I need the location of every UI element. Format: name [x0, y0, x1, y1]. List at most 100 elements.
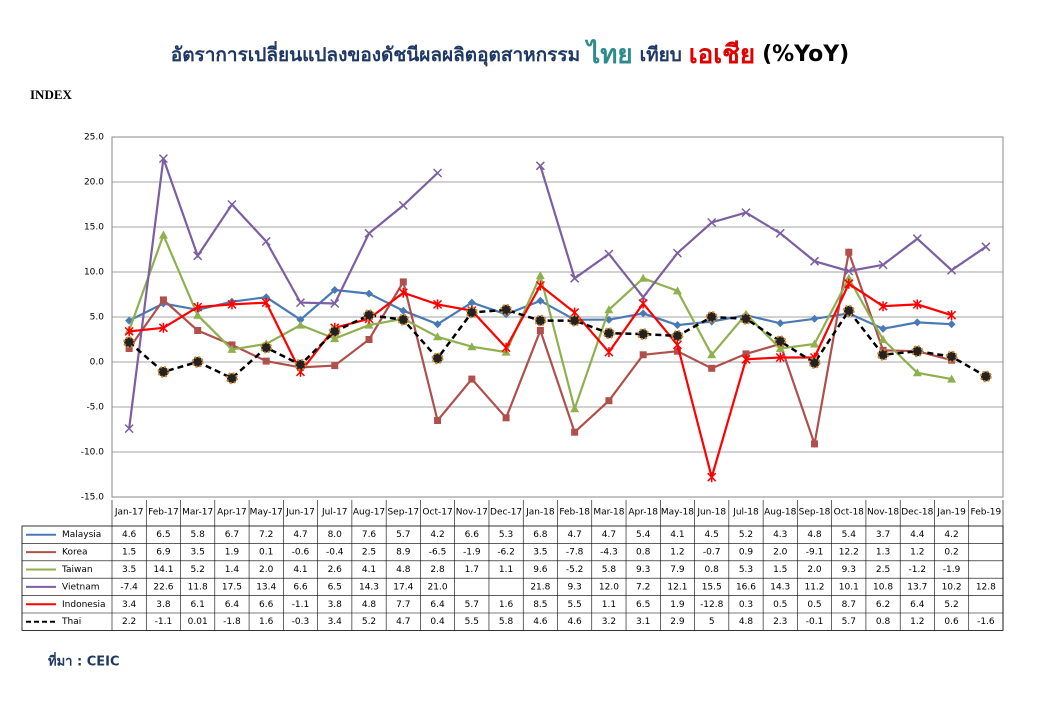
- marker: [330, 334, 340, 343]
- table-cell: 5.7: [396, 530, 410, 540]
- table-cell: 7.2: [636, 582, 650, 592]
- table-cell: 5.7: [465, 600, 479, 610]
- table-cell: 5.4: [842, 530, 857, 540]
- legend-label: Taiwan: [61, 565, 93, 575]
- table-cell: 0.6: [944, 617, 959, 627]
- x-tick-label: Nov-17: [456, 508, 488, 518]
- x-tick-label: Dec-18: [901, 508, 933, 518]
- table-cell: 5.5: [465, 617, 479, 627]
- table-cell: 10.1: [839, 582, 859, 592]
- table-cell: 2.3: [773, 617, 787, 627]
- table-cell: 0.4: [430, 617, 445, 627]
- marker: [124, 424, 134, 434]
- marker: [158, 322, 168, 333]
- table-cell: 5.8: [499, 617, 514, 627]
- table-cell: 9.6: [533, 565, 548, 575]
- table-cell: 2.2: [122, 617, 136, 627]
- marker: [844, 266, 854, 276]
- marker: [775, 344, 785, 352]
- table-cell: 4.7: [293, 530, 307, 540]
- marker: [399, 278, 407, 286]
- table-cell: 0.9: [739, 548, 754, 558]
- marker: [879, 324, 888, 333]
- marker: [363, 309, 376, 322]
- table-cell: 4.3: [773, 530, 787, 540]
- marker: [877, 348, 890, 361]
- table-cell: 0.3: [739, 600, 753, 610]
- marker: [639, 309, 648, 318]
- table-cell: 1.7: [465, 565, 479, 575]
- marker: [364, 320, 374, 329]
- table-cell: 7.2: [259, 530, 273, 540]
- table-cell: 2.6: [328, 565, 343, 575]
- legend-label: Vietnam: [62, 582, 100, 592]
- marker: [947, 320, 956, 329]
- table-cell: -7.8: [566, 548, 584, 558]
- title-part: อัตราการเปลี่ยนแปลงของดัชนีผลผลิตอุตสาหก…: [171, 41, 580, 67]
- table-cell: 3.4: [122, 600, 137, 610]
- y-tick-label: -15.0: [81, 493, 105, 503]
- table-cell: 5: [709, 617, 715, 627]
- table-cell: 0.5: [807, 600, 821, 610]
- marker: [500, 303, 513, 316]
- x-tick-label: Mar-18: [593, 508, 624, 518]
- y-tick-label: 15.0: [84, 223, 104, 233]
- table-cell: 5.3: [499, 530, 513, 540]
- marker: [912, 299, 922, 310]
- marker: [638, 298, 648, 309]
- marker: [604, 305, 614, 314]
- marker: [296, 315, 305, 324]
- table-cell: 9.3: [636, 565, 650, 575]
- table-cell: 1.1: [602, 600, 616, 610]
- marker: [535, 280, 545, 291]
- table-cell: 7.7: [396, 600, 410, 610]
- table-cell: -1.1: [292, 600, 310, 610]
- marker: [811, 440, 819, 448]
- title-part: ไทย: [584, 38, 632, 70]
- marker: [739, 312, 752, 325]
- marker: [570, 404, 580, 413]
- table-cell: 14.3: [770, 582, 790, 592]
- table-cell: 5.2: [739, 530, 753, 540]
- marker: [844, 278, 854, 289]
- table-cell: 5.2: [362, 617, 376, 627]
- table-cell: 6.7: [225, 530, 239, 540]
- marker: [842, 304, 855, 317]
- table-cell: 3.1: [636, 617, 650, 627]
- x-tick-label: Jan-19: [936, 508, 966, 518]
- marker: [638, 273, 648, 282]
- table-cell: -0.1: [806, 617, 824, 627]
- marker: [123, 336, 136, 349]
- table-cell: 1.2: [910, 548, 924, 558]
- y-axis-label: INDEX: [30, 87, 73, 102]
- marker: [330, 286, 339, 294]
- table-cell: -1.6: [977, 617, 995, 627]
- marker: [774, 335, 787, 348]
- table-cell: 13.4: [256, 582, 276, 592]
- x-tick-label: Apr-18: [628, 508, 658, 518]
- marker: [604, 347, 614, 358]
- table-cell: 6.2: [876, 600, 890, 610]
- table-cell: -1.1: [155, 617, 173, 627]
- x-tick-label: Feb-17: [148, 508, 179, 518]
- y-tick-label: 10.0: [84, 268, 104, 278]
- marker: [981, 242, 991, 252]
- marker: [707, 217, 717, 228]
- x-tick-label: Nov-18: [867, 508, 899, 518]
- table-cell: 17.4: [393, 582, 413, 592]
- series-line: [128, 308, 987, 380]
- table-cell: 5.5: [567, 600, 581, 610]
- legend-label: Korea: [62, 548, 88, 558]
- table-cell: 5.4: [636, 530, 651, 540]
- table-cell: 6.6: [465, 530, 480, 540]
- marker: [261, 297, 271, 308]
- marker: [878, 335, 888, 343]
- table-cell: 0.8: [876, 617, 891, 627]
- table-cell: 12.0: [599, 582, 619, 592]
- marker: [809, 256, 820, 266]
- table-cell: 4.6: [122, 530, 137, 540]
- table-cell: 15.5: [702, 582, 722, 592]
- table-cell: 9.3: [842, 565, 856, 575]
- legend-label: Indonesia: [62, 600, 106, 610]
